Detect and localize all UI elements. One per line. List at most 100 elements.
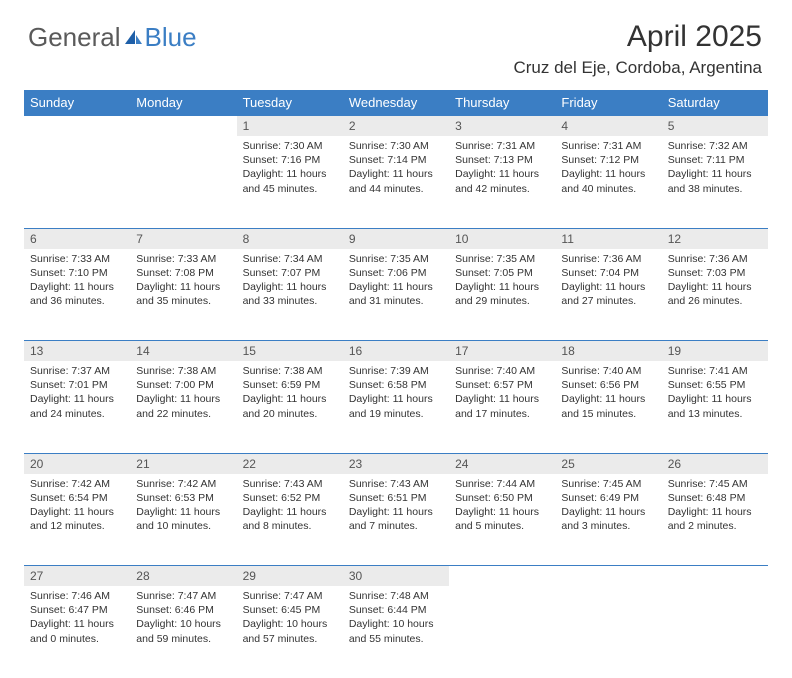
day-details: Sunrise: 7:43 AMSunset: 6:51 PMDaylight:…	[343, 474, 449, 540]
day-cell: Sunrise: 7:43 AMSunset: 6:52 PMDaylight:…	[237, 474, 343, 566]
sunset-line: Sunset: 7:07 PM	[243, 266, 337, 280]
day-number: 7	[130, 228, 236, 249]
daylight-line: Daylight: 11 hours and 22 minutes.	[136, 392, 230, 420]
daylight-line: Daylight: 11 hours and 35 minutes.	[136, 280, 230, 308]
sunrise-line: Sunrise: 7:42 AM	[136, 477, 230, 491]
daylight-line: Daylight: 10 hours and 57 minutes.	[243, 617, 337, 645]
sunrise-line: Sunrise: 7:31 AM	[561, 139, 655, 153]
sunset-line: Sunset: 7:12 PM	[561, 153, 655, 167]
sunrise-line: Sunrise: 7:35 AM	[455, 252, 549, 266]
weekday-header: Saturday	[662, 90, 768, 116]
sunset-line: Sunset: 6:58 PM	[349, 378, 443, 392]
day-details: Sunrise: 7:42 AMSunset: 6:53 PMDaylight:…	[130, 474, 236, 540]
day-cell: Sunrise: 7:36 AMSunset: 7:04 PMDaylight:…	[555, 249, 661, 341]
day-row: Sunrise: 7:30 AMSunset: 7:16 PMDaylight:…	[24, 136, 768, 228]
day-cell: Sunrise: 7:30 AMSunset: 7:14 PMDaylight:…	[343, 136, 449, 228]
daylight-line: Daylight: 11 hours and 3 minutes.	[561, 505, 655, 533]
daylight-line: Daylight: 11 hours and 29 minutes.	[455, 280, 549, 308]
day-cell: Sunrise: 7:31 AMSunset: 7:12 PMDaylight:…	[555, 136, 661, 228]
day-cell: Sunrise: 7:35 AMSunset: 7:06 PMDaylight:…	[343, 249, 449, 341]
day-details: Sunrise: 7:39 AMSunset: 6:58 PMDaylight:…	[343, 361, 449, 427]
day-number: 5	[662, 116, 768, 137]
daylight-line: Daylight: 11 hours and 44 minutes.	[349, 167, 443, 195]
weekday-header: Sunday	[24, 90, 130, 116]
sunset-line: Sunset: 7:08 PM	[136, 266, 230, 280]
sunrise-line: Sunrise: 7:39 AM	[349, 364, 443, 378]
logo-text-2: Blue	[145, 22, 197, 53]
day-cell: Sunrise: 7:47 AMSunset: 6:46 PMDaylight:…	[130, 586, 236, 678]
day-details: Sunrise: 7:35 AMSunset: 7:06 PMDaylight:…	[343, 249, 449, 315]
daylight-line: Daylight: 11 hours and 24 minutes.	[30, 392, 124, 420]
day-details: Sunrise: 7:34 AMSunset: 7:07 PMDaylight:…	[237, 249, 343, 315]
day-number: 15	[237, 341, 343, 362]
day-number: 23	[343, 453, 449, 474]
daynum-row: 27282930	[24, 566, 768, 587]
day-number: 2	[343, 116, 449, 137]
sunset-line: Sunset: 6:49 PM	[561, 491, 655, 505]
sunrise-line: Sunrise: 7:35 AM	[349, 252, 443, 266]
day-number	[24, 116, 130, 137]
day-details: Sunrise: 7:40 AMSunset: 6:56 PMDaylight:…	[555, 361, 661, 427]
sunrise-line: Sunrise: 7:40 AM	[455, 364, 549, 378]
day-cell	[555, 586, 661, 678]
day-cell: Sunrise: 7:47 AMSunset: 6:45 PMDaylight:…	[237, 586, 343, 678]
sunrise-line: Sunrise: 7:47 AM	[136, 589, 230, 603]
day-details: Sunrise: 7:41 AMSunset: 6:55 PMDaylight:…	[662, 361, 768, 427]
header: April 2025 Cruz del Eje, Cordoba, Argent…	[513, 20, 762, 78]
day-details: Sunrise: 7:46 AMSunset: 6:47 PMDaylight:…	[24, 586, 130, 652]
sunset-line: Sunset: 7:06 PM	[349, 266, 443, 280]
sunset-line: Sunset: 6:48 PM	[668, 491, 762, 505]
day-number: 26	[662, 453, 768, 474]
day-details: Sunrise: 7:38 AMSunset: 6:59 PMDaylight:…	[237, 361, 343, 427]
day-number: 28	[130, 566, 236, 587]
day-cell: Sunrise: 7:41 AMSunset: 6:55 PMDaylight:…	[662, 361, 768, 453]
daylight-line: Daylight: 11 hours and 13 minutes.	[668, 392, 762, 420]
day-cell: Sunrise: 7:45 AMSunset: 6:49 PMDaylight:…	[555, 474, 661, 566]
sunrise-line: Sunrise: 7:38 AM	[243, 364, 337, 378]
day-cell	[449, 586, 555, 678]
sunrise-line: Sunrise: 7:43 AM	[349, 477, 443, 491]
daylight-line: Daylight: 11 hours and 12 minutes.	[30, 505, 124, 533]
sunset-line: Sunset: 6:46 PM	[136, 603, 230, 617]
day-number: 14	[130, 341, 236, 362]
sunset-line: Sunset: 7:10 PM	[30, 266, 124, 280]
day-cell: Sunrise: 7:33 AMSunset: 7:10 PMDaylight:…	[24, 249, 130, 341]
day-number: 22	[237, 453, 343, 474]
daylight-line: Daylight: 11 hours and 17 minutes.	[455, 392, 549, 420]
daylight-line: Daylight: 11 hours and 7 minutes.	[349, 505, 443, 533]
day-cell: Sunrise: 7:48 AMSunset: 6:44 PMDaylight:…	[343, 586, 449, 678]
sunrise-line: Sunrise: 7:30 AM	[349, 139, 443, 153]
day-cell: Sunrise: 7:39 AMSunset: 6:58 PMDaylight:…	[343, 361, 449, 453]
sunrise-line: Sunrise: 7:45 AM	[561, 477, 655, 491]
day-details: Sunrise: 7:45 AMSunset: 6:49 PMDaylight:…	[555, 474, 661, 540]
day-number: 25	[555, 453, 661, 474]
sunrise-line: Sunrise: 7:31 AM	[455, 139, 549, 153]
day-number: 1	[237, 116, 343, 137]
day-details: Sunrise: 7:47 AMSunset: 6:45 PMDaylight:…	[237, 586, 343, 652]
sunset-line: Sunset: 6:50 PM	[455, 491, 549, 505]
sunset-line: Sunset: 7:11 PM	[668, 153, 762, 167]
day-cell: Sunrise: 7:45 AMSunset: 6:48 PMDaylight:…	[662, 474, 768, 566]
sunrise-line: Sunrise: 7:46 AM	[30, 589, 124, 603]
sunrise-line: Sunrise: 7:38 AM	[136, 364, 230, 378]
day-cell: Sunrise: 7:42 AMSunset: 6:53 PMDaylight:…	[130, 474, 236, 566]
day-number: 18	[555, 341, 661, 362]
daynum-row: 20212223242526	[24, 453, 768, 474]
sunset-line: Sunset: 7:14 PM	[349, 153, 443, 167]
daylight-line: Daylight: 11 hours and 26 minutes.	[668, 280, 762, 308]
day-number: 24	[449, 453, 555, 474]
day-number: 3	[449, 116, 555, 137]
daylight-line: Daylight: 11 hours and 33 minutes.	[243, 280, 337, 308]
sunrise-line: Sunrise: 7:33 AM	[136, 252, 230, 266]
daynum-row: 6789101112	[24, 228, 768, 249]
day-details: Sunrise: 7:33 AMSunset: 7:08 PMDaylight:…	[130, 249, 236, 315]
day-row: Sunrise: 7:46 AMSunset: 6:47 PMDaylight:…	[24, 586, 768, 678]
sunset-line: Sunset: 7:13 PM	[455, 153, 549, 167]
day-cell: Sunrise: 7:44 AMSunset: 6:50 PMDaylight:…	[449, 474, 555, 566]
day-details: Sunrise: 7:47 AMSunset: 6:46 PMDaylight:…	[130, 586, 236, 652]
sunrise-line: Sunrise: 7:36 AM	[561, 252, 655, 266]
daylight-line: Daylight: 11 hours and 0 minutes.	[30, 617, 124, 645]
daylight-line: Daylight: 10 hours and 59 minutes.	[136, 617, 230, 645]
sunset-line: Sunset: 6:44 PM	[349, 603, 443, 617]
sunset-line: Sunset: 6:56 PM	[561, 378, 655, 392]
